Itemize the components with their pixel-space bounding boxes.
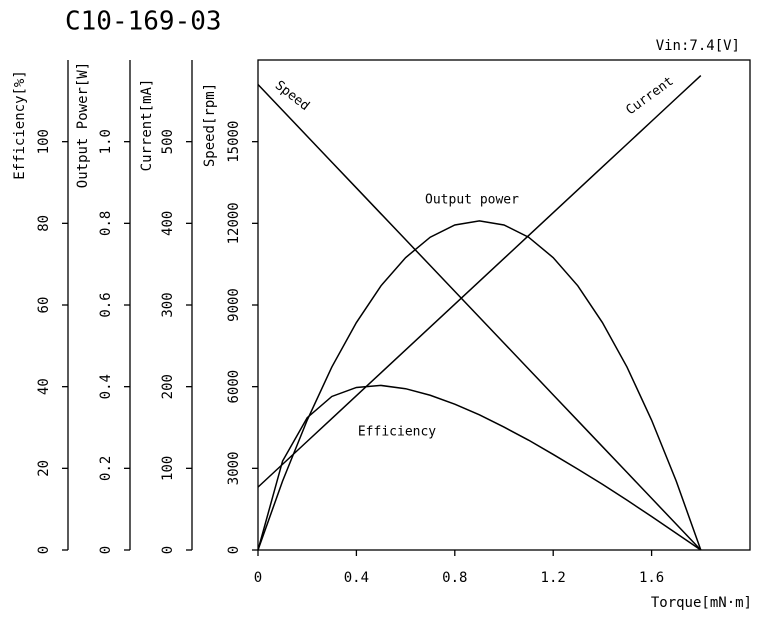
y-tick-label: 0.4: [98, 374, 114, 399]
y-tick-label: 400: [160, 211, 176, 236]
y-tick-label: 0: [36, 546, 52, 554]
y-tick-label: 0.2: [98, 456, 114, 481]
y-tick-label: 500: [160, 129, 176, 154]
plot-frame: [257, 59, 751, 551]
series-line: [257, 74, 702, 488]
y-tick-label: 1.0: [98, 129, 114, 154]
y-tick-label: 0: [226, 546, 242, 554]
y-axis-label: Current[mA]: [139, 79, 155, 172]
y-tick-label: 0.8: [98, 211, 114, 236]
annotation: Vin:7.4[V]: [656, 38, 740, 54]
y-axis-label: Efficiency[%]: [12, 70, 28, 180]
x-tick-label: 0.4: [344, 570, 369, 586]
x-tick-label: 1.6: [639, 570, 664, 586]
y-tick-label: 300: [160, 292, 176, 317]
y-tick-label: 0: [98, 546, 114, 554]
y-tick-label: 0: [160, 546, 176, 554]
x-tick-label: 0: [254, 570, 262, 586]
x-tick-label: 1.2: [541, 570, 566, 586]
y-tick-label: 3000: [226, 451, 242, 485]
chart-title: C10-169-03: [65, 7, 222, 37]
x-tick-label: 0.8: [442, 570, 467, 586]
series-line: [257, 83, 702, 551]
y-tick-label: 15000: [226, 121, 242, 163]
series-label: Speed: [272, 78, 312, 114]
y-axis-label: Speed[rpm]: [202, 83, 218, 167]
series-label: Efficiency: [358, 425, 436, 440]
y-tick-label: 60: [36, 297, 52, 314]
series-label: Current: [623, 74, 676, 118]
series-line: [257, 220, 702, 551]
y-axis-label: Output Power[W]: [75, 62, 91, 188]
series-label: Output power: [425, 193, 519, 208]
y-tick-label: 200: [160, 374, 176, 399]
y-tick-label: 100: [36, 129, 52, 154]
y-tick-label: 20: [36, 460, 52, 477]
y-tick-label: 9000: [226, 288, 242, 322]
x-axis-label: Torque[mN·m]: [651, 595, 752, 611]
y-tick-label: 40: [36, 378, 52, 395]
y-tick-label: 0.6: [98, 292, 114, 317]
y-tick-label: 80: [36, 215, 52, 232]
y-tick-label: 12000: [226, 202, 242, 244]
y-tick-label: 6000: [226, 370, 242, 404]
y-tick-label: 100: [160, 456, 176, 481]
series-line: [257, 384, 702, 551]
